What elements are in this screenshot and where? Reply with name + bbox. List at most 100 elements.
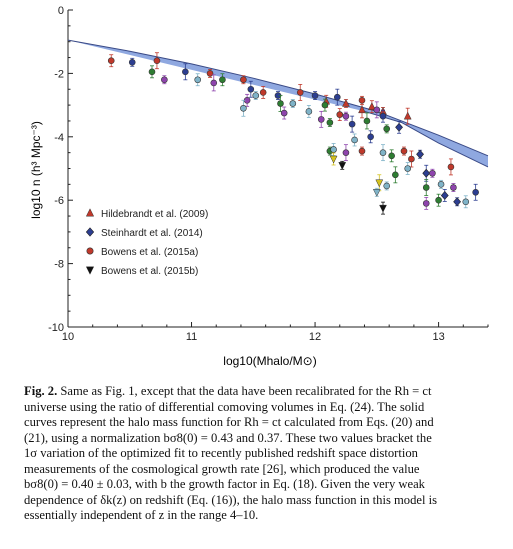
legend: Hildebrandt et al. (2009) Steinhardt et a… (85, 208, 208, 277)
circle-marker (277, 100, 284, 107)
circle-marker (404, 165, 412, 172)
circle-marker (280, 109, 288, 117)
caption-line: (21), using a normalization bσ8(0) = 0.4… (24, 430, 432, 445)
circle-marker (379, 112, 387, 120)
legend-label: Steinhardt et al. (2014) (101, 228, 203, 239)
triangle-up-marker (358, 105, 366, 114)
x-axis-label: log10(Mhalo/M⊙) (223, 354, 316, 368)
triangle-down-marker (379, 204, 387, 213)
plot-axes: 10 11 12 13 0 -2 -4 -6 -8 -10 (48, 5, 489, 343)
diamond-marker (416, 149, 424, 159)
circle-marker (240, 76, 247, 84)
circle-marker (400, 147, 408, 155)
circle-marker (379, 149, 387, 156)
caption-line: bσ8(0) = 0.40 ± 0.03, with b the growth … (24, 477, 425, 491)
model-curve-upper (67, 39, 489, 157)
y-tick-label: -6 (54, 195, 64, 207)
triangle-up-marker (342, 98, 350, 107)
caption-line: Fig. 2. Same as Fig. 1, except that the … (24, 384, 502, 400)
circle-marker (373, 106, 381, 114)
caption-line: dependence of δk(z) on redshift (Eq. (16… (24, 492, 438, 507)
circle-marker (161, 76, 168, 84)
triangle-down-marker (85, 266, 95, 275)
y-tick-label: -4 (54, 132, 64, 144)
circle-marker (326, 119, 334, 126)
triangle-up-marker (367, 102, 376, 110)
triangle-down-marker (338, 162, 347, 170)
circle-marker (107, 57, 115, 65)
triangle-up-marker (403, 111, 412, 120)
circle-marker (422, 184, 430, 191)
circle-marker (317, 116, 325, 123)
circle-marker (363, 117, 371, 125)
circle-marker (392, 171, 399, 179)
x-tick-label: 11 (186, 331, 197, 343)
circle-marker (128, 59, 136, 66)
data-points-layer (107, 52, 479, 215)
circle-marker (219, 76, 226, 84)
caption-line-text: Same as Fig. 1, except that the data hav… (60, 384, 432, 398)
circle-marker (472, 188, 479, 196)
circle-marker (348, 120, 356, 128)
legend-label: Bowens et al. (2015a) (101, 247, 198, 258)
diamond-marker (422, 168, 431, 178)
y-tick-label: -10 (48, 322, 64, 334)
caption-line: essentially independent of z in the rang… (24, 508, 259, 522)
circle-marker (305, 108, 313, 115)
circle-marker (367, 133, 374, 141)
circle-marker (240, 104, 247, 112)
circle-marker (408, 155, 415, 163)
x-tick-label: 10 (62, 331, 74, 343)
circle-marker (86, 247, 94, 255)
triangle-down-marker (372, 189, 381, 197)
circle-marker (437, 181, 445, 188)
circle-marker (210, 79, 218, 87)
circle-marker (247, 85, 255, 93)
circle-marker (450, 184, 457, 191)
circle-marker (358, 97, 366, 104)
circle-marker (311, 92, 319, 99)
caption-line: measurements of the cosmological growth … (24, 461, 420, 476)
circle-marker (259, 89, 267, 96)
triangle-down-marker (329, 155, 338, 164)
y-tick-label: -8 (54, 259, 64, 271)
circle-marker (342, 149, 350, 156)
circle-marker (462, 198, 470, 206)
triangle-up-marker (85, 208, 95, 217)
x-tick-label: 13 (432, 331, 444, 343)
legend-label: Hildebrandt et al. (2009) (101, 209, 208, 220)
figure-caption: Fig. 2. Same as Fig. 1, except that the … (24, 384, 502, 524)
circle-marker (342, 112, 350, 120)
circle-marker (383, 182, 391, 190)
circle-marker (358, 147, 366, 155)
circle-marker (429, 169, 436, 177)
triangle-down-marker (375, 179, 384, 188)
circle-marker (153, 57, 161, 65)
y-axis-label: log10 n (h³ Mpc⁻³) (29, 121, 43, 219)
circle-marker (422, 200, 430, 207)
caption-line: curves represent the halo mass function … (24, 415, 434, 429)
circle-marker (333, 93, 341, 101)
circle-marker (336, 111, 344, 118)
diamond-marker (85, 227, 95, 237)
circle-marker (447, 163, 455, 171)
circle-marker (182, 68, 189, 76)
circle-marker (388, 152, 395, 160)
circle-marker (321, 101, 329, 109)
circle-marker (383, 125, 391, 133)
caption-line: universe using the ratio of differential… (24, 399, 425, 414)
legend-label: Bowens et al. (2015b) (101, 266, 198, 277)
halo-mass-function-chart: 10 11 12 13 0 -2 -4 -6 -8 -10 Hildebrandt et al. … (29, 5, 489, 368)
y-tick-label: 0 (58, 5, 64, 17)
diamond-marker (395, 122, 403, 132)
circle-marker (435, 196, 442, 204)
diamond-marker (453, 197, 462, 207)
x-tick-label: 12 (309, 331, 321, 343)
diamond-marker (440, 190, 449, 200)
circle-marker (296, 89, 304, 96)
circle-marker (206, 70, 214, 77)
caption-label: Fig. 2. (24, 384, 58, 398)
circle-marker (148, 68, 156, 76)
circle-marker (351, 136, 358, 144)
caption-line: 1σ variation of the optimized fit to rec… (24, 446, 418, 460)
